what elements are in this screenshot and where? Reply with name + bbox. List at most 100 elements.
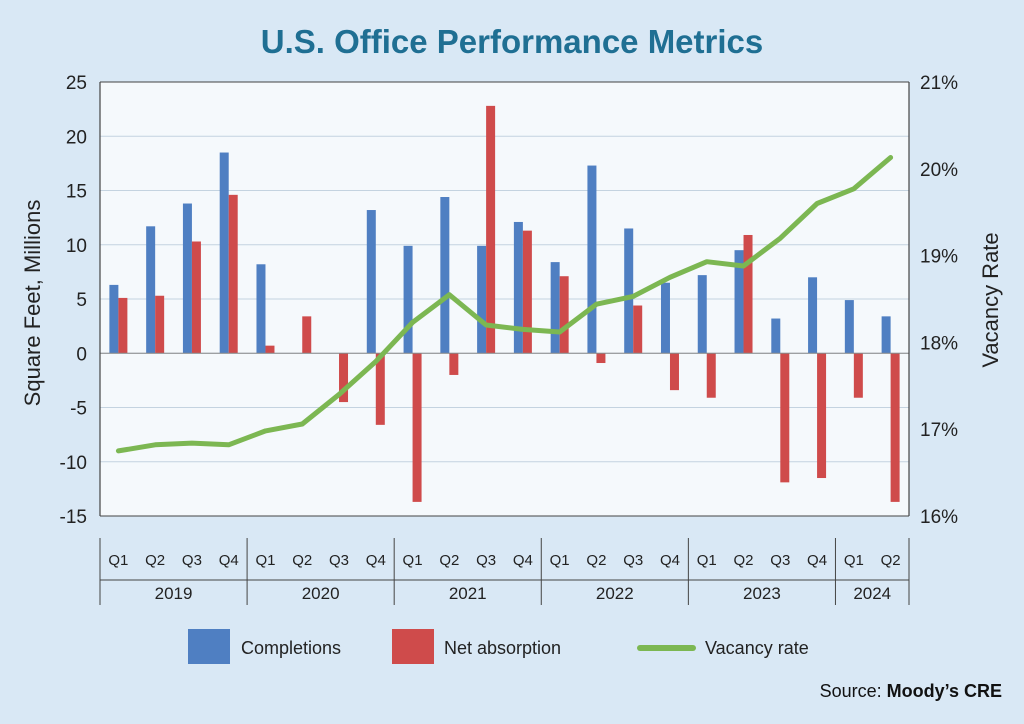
net-absorption-bar — [155, 295, 165, 354]
net-absorption-bar — [780, 353, 790, 483]
net-absorption-bar — [118, 297, 128, 354]
legend-label-completions: Completions — [241, 638, 341, 658]
legend-label-vacancy-rate: Vacancy rate — [705, 638, 809, 658]
quarter-label: Q4 — [807, 552, 827, 569]
y-tick-label: 10 — [66, 236, 87, 257]
completions-bar — [440, 197, 450, 354]
year-label: 2022 — [596, 584, 634, 603]
y2-tick-label: 19% — [920, 247, 958, 268]
source-note: Source: Moody’s CRE — [820, 681, 1002, 701]
net-absorption-bar — [522, 230, 532, 354]
net-absorption-bar — [743, 234, 753, 354]
completions-bar — [477, 245, 487, 354]
y-tick-label: 20 — [66, 127, 87, 148]
quarter-label: Q4 — [513, 552, 533, 569]
source-prefix: Source: — [820, 681, 887, 701]
y2-tick-label: 18% — [920, 333, 958, 354]
net-absorption-bar — [669, 353, 679, 391]
year-label: 2019 — [155, 584, 193, 603]
net-absorption-bar — [706, 353, 716, 398]
y-tick-label: -10 — [60, 453, 87, 474]
net-absorption-bar — [633, 305, 643, 354]
net-absorption-bar — [817, 353, 827, 479]
net-absorption-bar — [228, 194, 238, 354]
quarter-label: Q3 — [623, 552, 643, 569]
y2-axis-label: Vacancy Rate — [978, 232, 1003, 367]
quarter-label: Q4 — [660, 552, 680, 569]
quarter-label: Q2 — [439, 552, 459, 569]
quarter-label: Q4 — [219, 552, 239, 569]
completions-bar — [624, 228, 634, 354]
completions-bar — [881, 316, 891, 354]
net-absorption-bar — [265, 345, 275, 354]
quarter-label: Q3 — [770, 552, 790, 569]
year-label: 2023 — [743, 584, 781, 603]
legend-swatch-net-absorption — [392, 629, 434, 664]
y2-tick-label: 17% — [920, 420, 958, 441]
x-axis-categories: Q1 Q2 Q3 Q4 Q1 Q2 Q3 Q4 Q1 Q2 Q3 Q4 Q1 Q2 Q3 Q4 Q1 Q2 Q3 Q4… — [99, 538, 910, 605]
quarter-label: Q1 — [403, 552, 423, 569]
completions-bar — [660, 282, 670, 354]
chart-title: U.S. Office Performance Metrics — [261, 23, 764, 60]
y-ticks: 25 20 15 10 5 0 -5 -10 -15 — [60, 73, 87, 528]
completions-bar — [182, 203, 192, 354]
quarter-label: Q2 — [292, 552, 312, 569]
net-absorption-bar — [375, 353, 385, 425]
legend-swatch-completions — [188, 629, 230, 664]
completions-bar — [771, 318, 781, 354]
quarter-label: Q1 — [255, 552, 275, 569]
y2-tick-label: 21% — [920, 73, 958, 94]
completions-bar — [808, 277, 818, 354]
net-absorption-bar — [449, 353, 459, 375]
y2-tick-label: 20% — [920, 160, 958, 181]
quarter-label: Q3 — [476, 552, 496, 569]
quarter-label: Q1 — [550, 552, 570, 569]
y-tick-label: 15 — [66, 182, 87, 203]
y-tick-label: 0 — [76, 344, 87, 365]
quarter-label: Q2 — [586, 552, 606, 569]
vacancy-line-group — [115, 155, 894, 454]
net-absorption-bar — [596, 353, 606, 364]
net-absorption-bar — [412, 353, 422, 502]
legend-label-net-absorption: Net absorption — [444, 638, 561, 658]
completions-bar — [550, 262, 560, 354]
quarter-label: Q1 — [844, 552, 864, 569]
year-label: 2021 — [449, 584, 487, 603]
y-tick-label: -15 — [60, 507, 87, 528]
completions-bar — [697, 275, 707, 354]
quarter-label: Q1 — [697, 552, 717, 569]
y-axis-label: Square Feet, Millions — [20, 200, 45, 407]
completions-bar — [146, 226, 156, 354]
quarter-label: Q4 — [366, 552, 386, 569]
y-tick-label: 5 — [76, 290, 87, 311]
completions-bar — [219, 152, 229, 354]
quarter-label: Q3 — [182, 552, 202, 569]
net-absorption-bar — [890, 353, 900, 502]
net-absorption-bar — [339, 353, 349, 403]
completions-bar — [844, 300, 854, 354]
quarter-label: Q3 — [329, 552, 349, 569]
year-label: 2024 — [853, 584, 891, 603]
net-absorption-bar — [559, 276, 569, 354]
completions-bar — [513, 221, 523, 354]
quarter-label: Q2 — [734, 552, 754, 569]
quarter-label: Q1 — [108, 552, 128, 569]
completions-bar — [109, 284, 119, 354]
net-absorption-bar — [302, 316, 312, 354]
net-absorption-bar — [853, 353, 863, 398]
quarter-label: Q2 — [881, 552, 901, 569]
y2-ticks: 21% 20% 19% 18% 17% 16% — [920, 73, 958, 528]
source-name: Moody’s CRE — [887, 681, 1002, 701]
y-tick-label: -5 — [70, 399, 87, 420]
bars — [100, 105, 909, 502]
completions-bar — [587, 165, 597, 354]
net-absorption-bar — [486, 105, 496, 354]
net-absorption-bar — [191, 241, 201, 354]
legend: Completions Net absorption Vacancy rate — [188, 629, 809, 664]
completions-bar — [366, 210, 376, 354]
completions-bar — [256, 264, 266, 354]
y2-tick-label: 16% — [920, 507, 958, 528]
y-tick-label: 25 — [66, 73, 87, 94]
vacancy-rate-line — [115, 155, 894, 454]
